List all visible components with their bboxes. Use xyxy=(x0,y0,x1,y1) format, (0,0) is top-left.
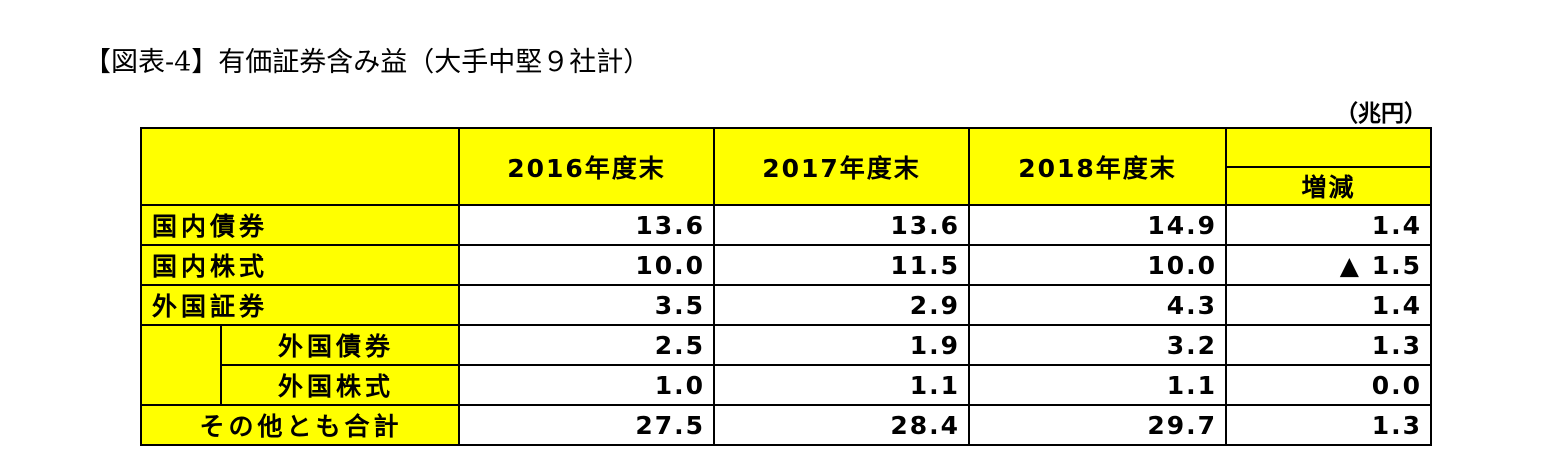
column-header: 2017年度末 xyxy=(713,127,970,206)
row-label: 国内株式 xyxy=(140,244,460,286)
data-row: 外国証券 3.5 2.9 4.3 1.4 xyxy=(140,284,1432,326)
value-cell: 13.6 xyxy=(458,204,715,246)
value-cell: 27.5 xyxy=(458,404,715,446)
value-cell: 1.4 xyxy=(1225,284,1432,326)
value-cell: 13.6 xyxy=(713,204,970,246)
value-cell: 0.0 xyxy=(1225,364,1432,406)
value-cell: 10.0 xyxy=(968,244,1227,286)
value-cell: ▲ 1.5 xyxy=(1225,244,1432,286)
value-cell: 2.5 xyxy=(458,324,715,366)
row-label: その他とも合計 xyxy=(140,404,460,446)
data-row: 外国株式 1.0 1.1 1.1 0.0 xyxy=(141,364,1432,406)
value-cell: 3.5 xyxy=(458,284,715,326)
data-row: 国内債券 13.6 13.6 14.9 1.4 xyxy=(140,204,1432,246)
table: 2016年度末 2017年度末 2018年度末 増減 国内債券 13.6 13.6 14.9 1… xyxy=(140,127,1432,446)
data-row: 外国債券 2.5 1.9 3.2 1.3 xyxy=(140,324,1432,406)
corner-cell xyxy=(140,127,460,206)
column-header: 2018年度末 xyxy=(968,127,1227,206)
indent-cell xyxy=(140,325,222,406)
value-cell: 29.7 xyxy=(968,404,1227,446)
value-cell: 1.4 xyxy=(1225,204,1432,246)
column-header-top xyxy=(1225,127,1432,168)
value-cell: 2.9 xyxy=(713,284,970,326)
value-cell: 28.4 xyxy=(713,404,970,446)
value-cell: 1.1 xyxy=(713,364,970,406)
data-row: 国内株式 10.0 11.5 10.0 ▲ 1.5 xyxy=(140,244,1432,286)
table-body: 2016年度末 2017年度末 2018年度末 増減 国内債券 13.6 13.6 14.9 1… xyxy=(140,127,1432,446)
column-header: 2016年度末 xyxy=(458,127,715,206)
row-label: 外国株式 xyxy=(220,364,460,406)
value-cell: 10.0 xyxy=(458,244,715,286)
data-row: その他とも合計 27.5 28.4 29.7 1.3 xyxy=(140,404,1432,446)
value-cell: 3.2 xyxy=(968,324,1227,366)
value-cell: 4.3 xyxy=(968,284,1227,326)
value-cell: 1.3 xyxy=(1225,404,1432,446)
header-row: 増減 xyxy=(141,166,1432,206)
column-header: 増減 xyxy=(1225,166,1432,206)
value-cell: 14.9 xyxy=(968,204,1227,246)
value-cell: 1.3 xyxy=(1225,324,1432,366)
row-label: 国内債券 xyxy=(140,204,460,246)
unit-label: （兆円） xyxy=(1335,101,1427,127)
row-label: 外国証券 xyxy=(140,284,460,326)
row-label: 外国債券 xyxy=(220,324,460,366)
value-cell: 1.0 xyxy=(458,364,715,406)
title: 【図表-4】有価証券含み益（大手中堅９社計） xyxy=(84,47,651,78)
value-cell: 1.9 xyxy=(713,324,970,366)
header-row: 2016年度末 2017年度末 2018年度末 xyxy=(140,127,1432,206)
value-cell: 11.5 xyxy=(713,244,970,286)
value-cell: 1.1 xyxy=(968,364,1227,406)
